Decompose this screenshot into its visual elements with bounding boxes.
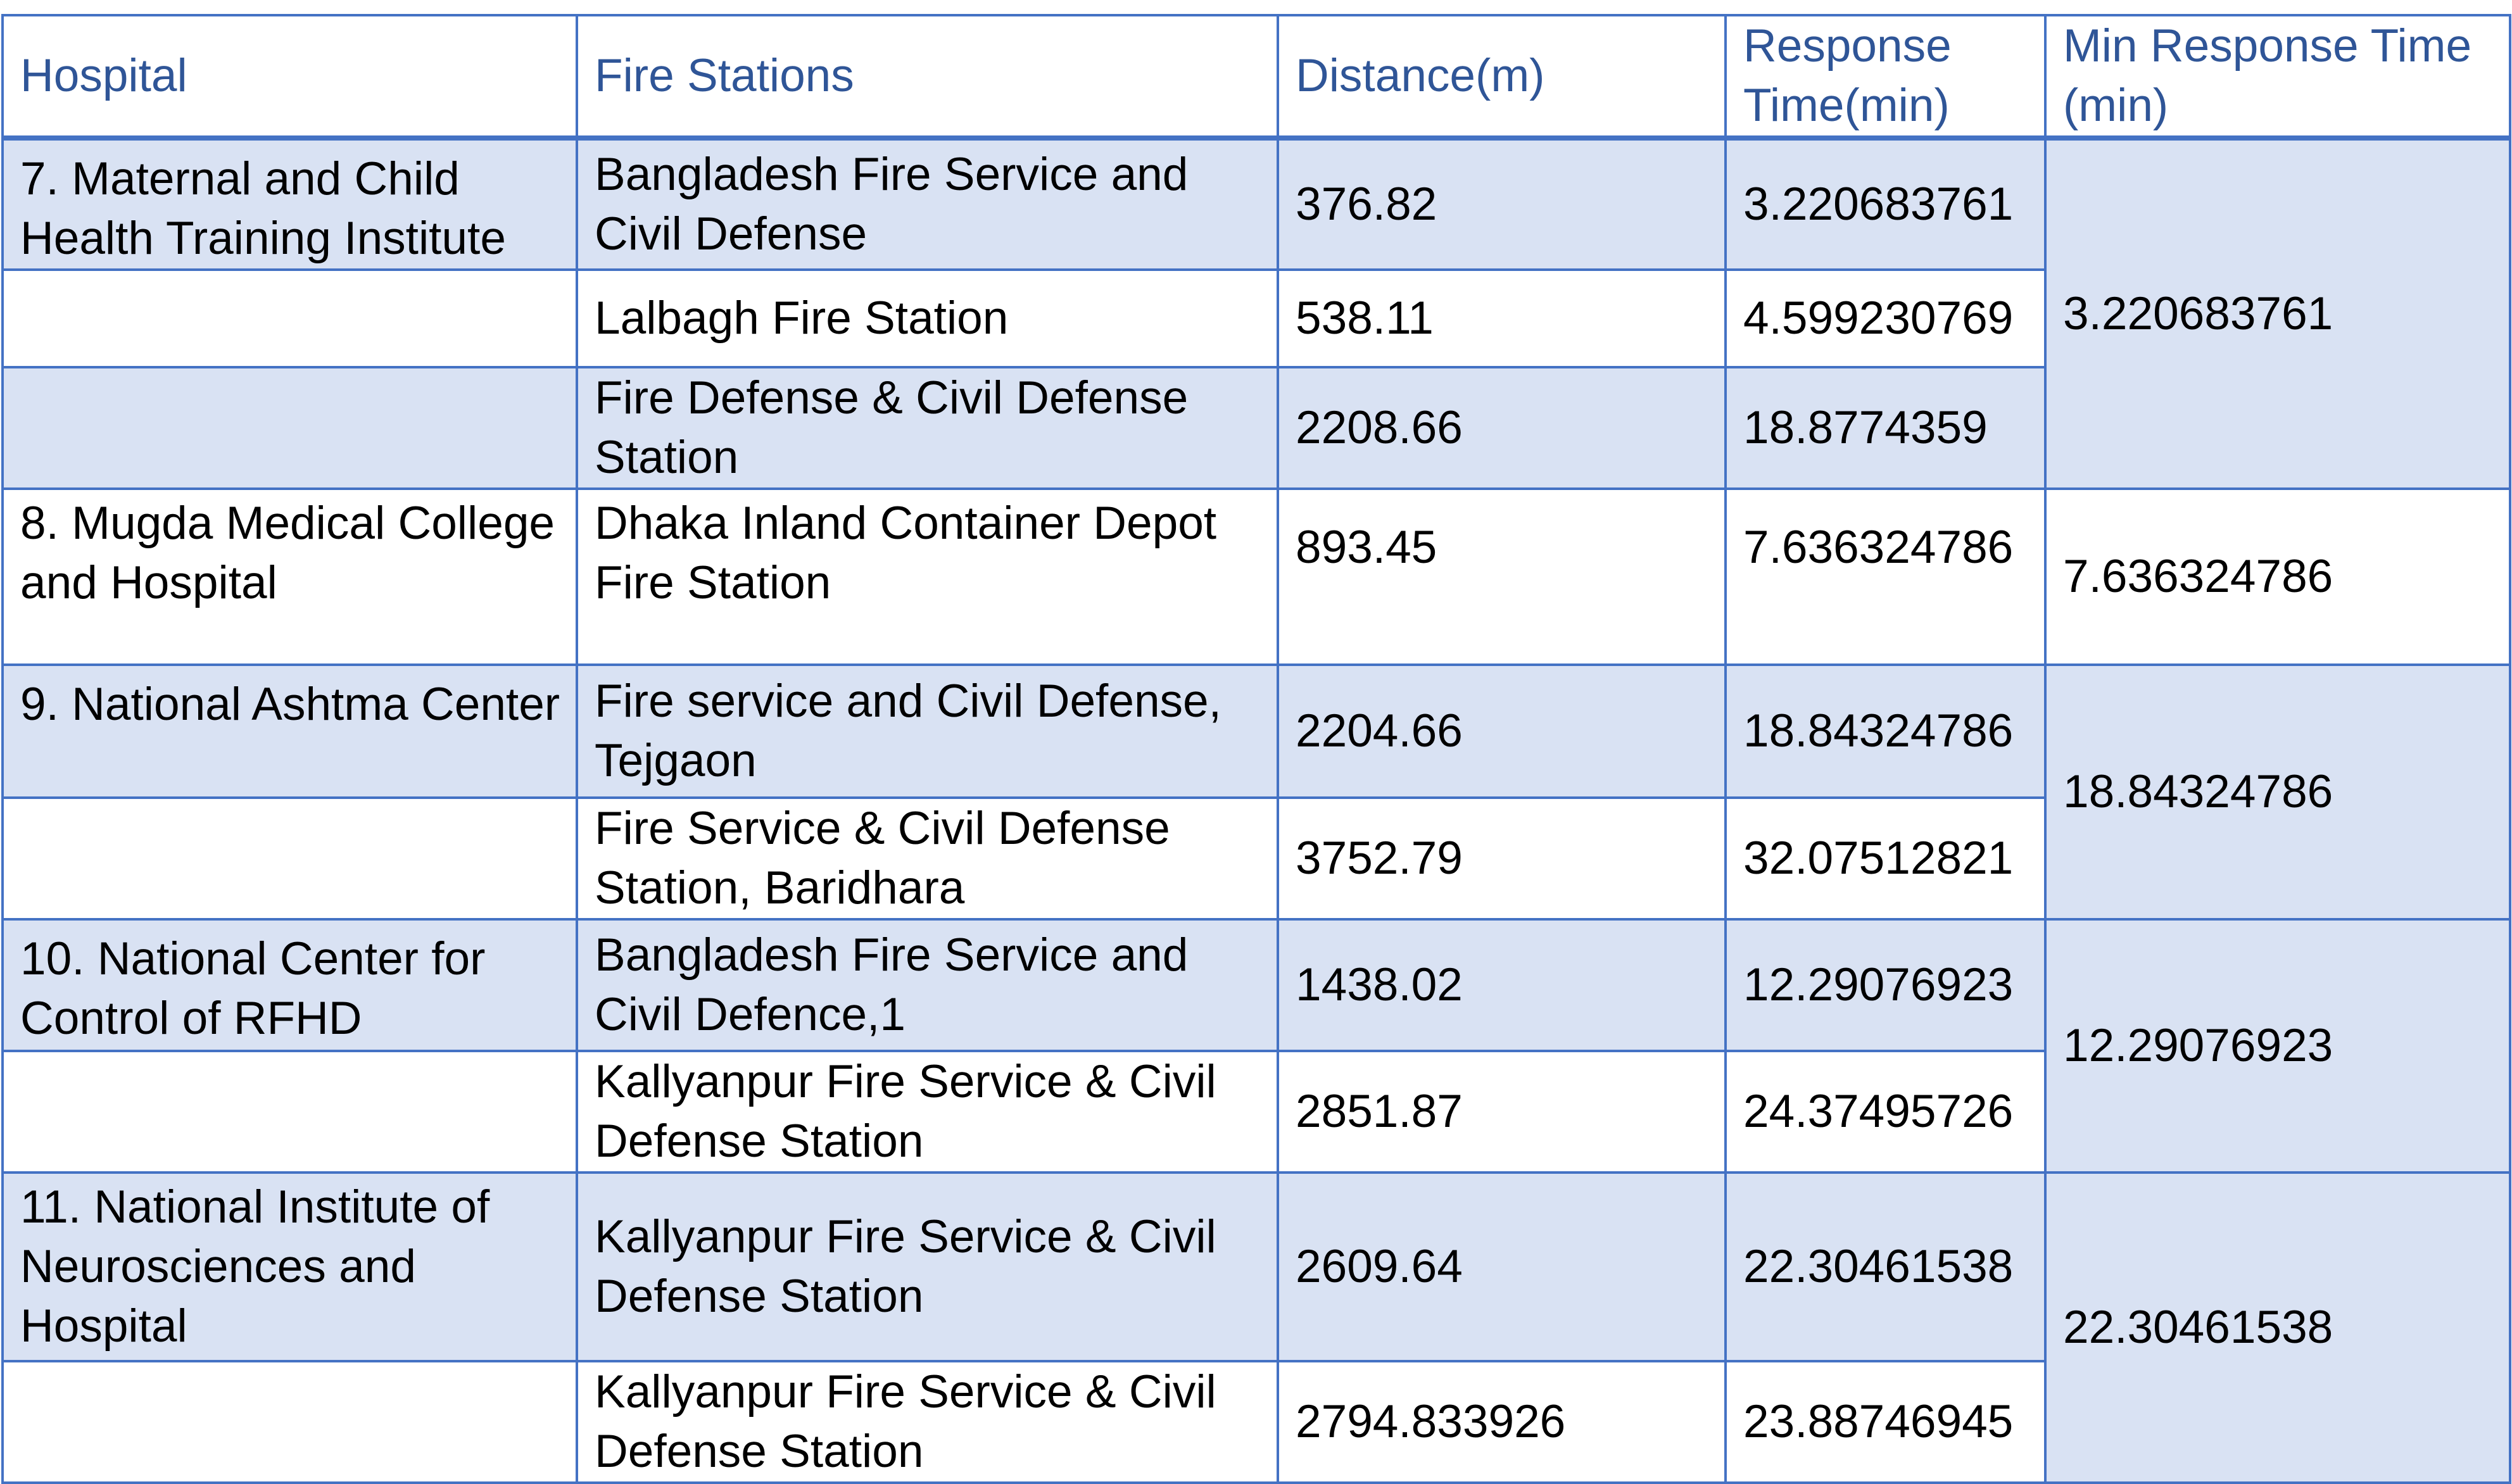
- table-row: 11. National Institute of Neurosciences …: [1, 1171, 2511, 1484]
- station-cell: Fire service and Civil Defense, Tejgaon: [576, 663, 1279, 799]
- response-cell: 32.07512821: [1724, 796, 2047, 921]
- distance-cell: 2204.66: [1277, 663, 1727, 799]
- header-distance: Distance(m): [1277, 14, 1727, 141]
- station-cell: Lalbagh Fire Station: [576, 268, 1279, 368]
- station-cell: Kallyanpur Fire Service & Civil Defense …: [576, 1360, 1279, 1484]
- table-row: Kallyanpur Fire Service & Civil Defense …: [1, 1360, 2510, 1484]
- response-cell: 24.37495726: [1724, 1050, 2047, 1174]
- distance-cell: 376.82: [1277, 137, 1727, 271]
- header-response-time: Response Time(min): [1724, 14, 2047, 141]
- header-fire-stations: Fire Stations: [576, 14, 1279, 141]
- table-row: 7. Maternal and Child Health Training In…: [1, 137, 2511, 490]
- response-cell: 18.84324786: [1724, 663, 2047, 799]
- table-row: Fire Defense & Civil Defense Station 220…: [1, 366, 2510, 490]
- station-cell: Fire Service & Civil Defense Station, Ba…: [576, 796, 1279, 921]
- table-row: 8. Mugda Medical College and Hospital Dh…: [1, 487, 2511, 666]
- min-response-cell: 3.220683761: [2044, 137, 2511, 490]
- min-response-cell: 18.84324786: [2044, 663, 2511, 921]
- station-cell: Dhaka Inland Container Depot Fire Statio…: [576, 487, 1279, 666]
- distance-cell: 2208.66: [1277, 366, 1727, 490]
- response-cell: 12.29076923: [1724, 918, 2047, 1052]
- header-row: Hospital Fire Stations Distance(m) Respo…: [1, 14, 2511, 141]
- distance-cell: 538.11: [1277, 268, 1727, 368]
- response-cell: 7.636324786: [1724, 487, 2047, 666]
- station-cell: Bangladesh Fire Service and Civil Defens…: [576, 137, 1279, 271]
- response-cell: 3.220683761: [1724, 137, 2047, 271]
- table-row: Lalbagh Fire Station 538.11 4.599230769: [1, 268, 2510, 368]
- hospital-cell-empty: [1, 1050, 578, 1174]
- distance-cell: 2794.833926: [1277, 1360, 1727, 1484]
- distance-cell: 893.45: [1277, 487, 1727, 666]
- response-time-table: Hospital Fire Stations Distance(m) Respo…: [1, 14, 2511, 1484]
- distance-cell: 2609.64: [1277, 1171, 1727, 1362]
- hospital-cell: 10. National Center for Control of RFHD: [1, 918, 578, 1052]
- station-cell: Bangladesh Fire Service and Civil Defenc…: [576, 918, 1279, 1052]
- table-row: 10. National Center for Control of RFHD …: [1, 918, 2511, 1174]
- response-cell: 22.30461538: [1724, 1171, 2047, 1362]
- station-cell: Kallyanpur Fire Service & Civil Defense …: [576, 1171, 1279, 1362]
- distance-cell: 2851.87: [1277, 1050, 1727, 1174]
- hospital-cell: 7. Maternal and Child Health Training In…: [1, 137, 578, 271]
- min-response-cell: 22.30461538: [2044, 1171, 2511, 1484]
- header-hospital: Hospital: [1, 14, 578, 141]
- hospital-cell-empty: [1, 796, 578, 921]
- min-response-cell: 12.29076923: [2044, 918, 2511, 1174]
- hospital-cell: 8. Mugda Medical College and Hospital: [1, 487, 578, 666]
- response-cell: 4.599230769: [1724, 268, 2047, 368]
- table-row: 9. National Ashtma Center Fire service a…: [1, 663, 2511, 921]
- header-min-response-time: Min Response Time (min): [2044, 14, 2511, 141]
- response-cell: 18.8774359: [1724, 366, 2047, 490]
- hospital-cell-empty: [1, 268, 578, 368]
- distance-cell: 1438.02: [1277, 918, 1727, 1052]
- distance-cell: 3752.79: [1277, 796, 1727, 921]
- station-cell: Fire Defense & Civil Defense Station: [576, 366, 1279, 490]
- station-cell: Kallyanpur Fire Service & Civil Defense …: [576, 1050, 1279, 1174]
- hospital-cell-empty: [1, 366, 578, 490]
- table-row: Kallyanpur Fire Service & Civil Defense …: [1, 1050, 2510, 1174]
- response-cell: 23.88746945: [1724, 1360, 2047, 1484]
- hospital-cell: 11. National Institute of Neurosciences …: [1, 1171, 578, 1362]
- hospital-cell-empty: [1, 1360, 578, 1484]
- table-row: Fire Service & Civil Defense Station, Ba…: [1, 796, 2510, 921]
- hospital-cell: 9. National Ashtma Center: [1, 663, 578, 799]
- min-response-cell: 7.636324786: [2044, 487, 2511, 666]
